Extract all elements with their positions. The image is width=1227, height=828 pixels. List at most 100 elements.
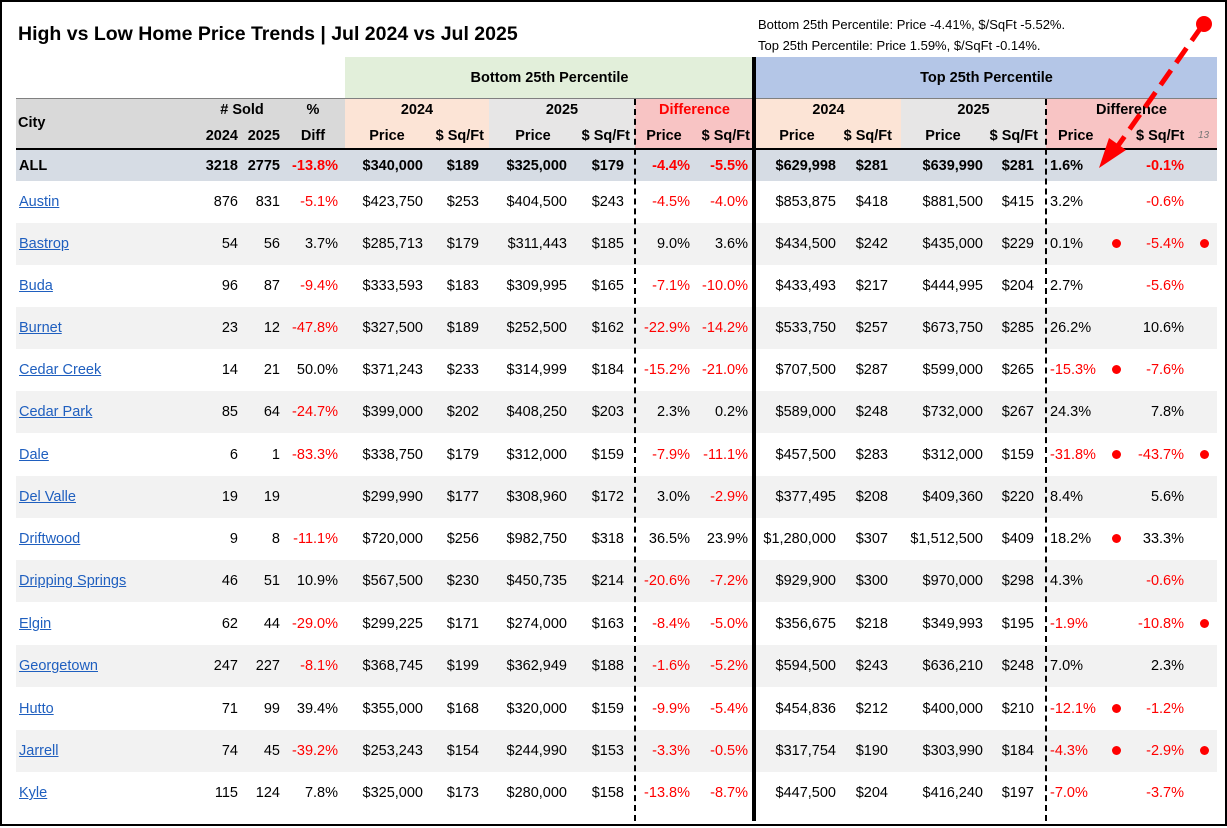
cell-bottom-diff-sqft: -5.5%: [710, 158, 748, 174]
city-link[interactable]: Driftwood: [19, 531, 81, 547]
cell-bottom-sqft-2024: $253: [446, 194, 479, 210]
cell-top-diff-price: 8.4%: [1050, 489, 1084, 505]
city-link[interactable]: Austin: [19, 194, 60, 210]
city-link[interactable]: Dale: [19, 447, 49, 463]
cell-bottom-diff-sqft: -2.9%: [710, 489, 748, 505]
table-row: [16, 476, 1217, 518]
cell-top-sqft-2025: $159: [1001, 447, 1034, 463]
cell-top-price-2025: $303,990: [922, 743, 983, 759]
cell-top-sqft-2024: $204: [855, 785, 888, 801]
cell-sold-2025: 2775: [247, 158, 280, 174]
city-link[interactable]: Cedar Park: [19, 404, 93, 420]
cell-sold-2025: 12: [263, 320, 280, 336]
cell-top-price-2024: $377,495: [775, 489, 836, 505]
dashed-arrow-line: [1112, 24, 1205, 152]
cell-bottom-diff-sqft: -0.5%: [710, 743, 748, 759]
cell-bottom-price-2024: $327,500: [362, 320, 423, 336]
cell-bottom-price-2024: $340,000: [362, 158, 423, 174]
cell-top-sqft-2025: $281: [1001, 158, 1034, 174]
cell-top-price-2025: $349,993: [922, 616, 983, 632]
city-link[interactable]: Jarrell: [19, 743, 59, 759]
cell-top-diff-price: 18.2%: [1050, 531, 1092, 547]
cell-top-price-2024: $454,836: [775, 701, 836, 717]
cell-sold-2024: 54: [221, 236, 238, 252]
city-link[interactable]: Buda: [19, 278, 53, 294]
header-sqft: $ Sq/Ft: [989, 128, 1038, 144]
header-bg-bottom-2025: [489, 99, 635, 149]
city-link[interactable]: Cedar Creek: [19, 362, 102, 378]
cell-bottom-sqft-2025: $214: [591, 573, 624, 589]
cell-top-price-2024: $533,750: [775, 320, 836, 336]
cell-bottom-diff-sqft: -14.2%: [702, 320, 748, 336]
city-link[interactable]: Georgetown: [19, 658, 98, 674]
cell-bottom-price-2024: $355,000: [362, 701, 423, 717]
header-pct: %: [306, 102, 320, 118]
cell-bottom-sqft-2024: $230: [446, 573, 479, 589]
cell-bottom-price-2025: $308,960: [506, 489, 567, 505]
cell-bottom-price-2025: $362,949: [506, 658, 567, 674]
city-link[interactable]: Kyle: [19, 785, 48, 801]
cell-sold-2024: 876: [213, 194, 238, 210]
cell-bottom-diff-sqft: 3.6%: [714, 236, 748, 252]
cell-sold-2025: 8: [271, 531, 280, 547]
city-link[interactable]: Elgin: [19, 616, 52, 632]
cell-sold-pct-diff: -83.3%: [292, 447, 338, 463]
cell-top-diff-sqft: -10.8%: [1138, 616, 1184, 632]
city-link[interactable]: Del Valle: [19, 489, 76, 505]
top-diff-divider: [1045, 99, 1047, 821]
cell-bottom-diff-price: 3.0%: [656, 489, 690, 505]
cell-top-sqft-2025: $204: [1001, 278, 1034, 294]
cell-top-price-2024: $434,500: [775, 236, 836, 252]
cell-bottom-diff-price: -8.4%: [652, 616, 690, 632]
cell-top-sqft-2024: $243: [855, 658, 888, 674]
cell-sold-2025: 21: [263, 362, 280, 378]
header-bottom-2025: 2025: [545, 102, 579, 118]
city-link[interactable]: Dripping Springs: [19, 573, 127, 589]
band-bottom-25th: Bottom 25th Percentile: [345, 57, 754, 98]
cell-top-price-2025: $409,360: [922, 489, 983, 505]
table-row: [16, 560, 1217, 602]
cell-bottom-sqft-2025: $188: [591, 658, 624, 674]
cell-top-price-2024: $853,875: [775, 194, 836, 210]
cell-top-diff-sqft: -7.6%: [1146, 362, 1184, 378]
cell-bottom-price-2024: $371,243: [362, 362, 423, 378]
cell-bottom-price-2025: $320,000: [506, 701, 567, 717]
bottom-diff-divider: [634, 99, 636, 821]
cell-sold-2025: 45: [263, 743, 280, 759]
cell-sold-2025: 1: [271, 447, 280, 463]
cell-bottom-diff-sqft: -21.0%: [702, 362, 748, 378]
cell-sold-pct-diff: -5.1%: [300, 194, 338, 210]
cell-sold-2024: 9: [229, 531, 238, 547]
cell-top-diff-price: -12.1%: [1050, 701, 1096, 717]
city-link[interactable]: Burnet: [19, 320, 62, 336]
cell-bottom-price-2025: $325,000: [506, 158, 567, 174]
band-top-25th: Top 25th Percentile: [756, 57, 1217, 98]
header-price: Price: [779, 128, 815, 144]
cell-bottom-sqft-2025: $172: [591, 489, 624, 505]
flag-dot-price: [1112, 450, 1121, 459]
cell-sold-2024: 3218: [205, 158, 238, 174]
header-top-2025: 2025: [957, 102, 990, 118]
cell-bottom-sqft-2024: $177: [446, 489, 479, 505]
city-link[interactable]: Hutto: [19, 701, 54, 717]
header-sqft: $ Sq/Ft: [435, 128, 484, 144]
cell-top-sqft-2024: $418: [855, 194, 888, 210]
cell-sold-2025: 87: [263, 278, 280, 294]
flag-dot-price: [1112, 746, 1121, 755]
city-link[interactable]: Bastrop: [19, 236, 69, 252]
cell-top-price-2025: $881,500: [922, 194, 983, 210]
cell-sold-2024: 19: [221, 489, 238, 505]
cell-sold-2024: 6: [229, 447, 238, 463]
note-top-percentile: Top 25th Percentile: Price 1.59%, $/SqFt…: [758, 38, 1041, 53]
cell-sold-2024: 115: [214, 785, 238, 801]
cell-top-diff-price: -4.3%: [1050, 743, 1088, 759]
cell-bottom-diff-price: 9.0%: [656, 236, 690, 252]
cell-top-sqft-2025: $248: [1001, 658, 1034, 674]
cell-bottom-sqft-2024: $183: [446, 278, 479, 294]
cell-top-price-2024: $594,500: [775, 658, 836, 674]
cell-bottom-price-2024: $720,000: [362, 531, 423, 547]
cell-bottom-sqft-2024: $256: [446, 531, 479, 547]
header-sqft: $ Sq/Ft: [843, 128, 892, 144]
flag-dot-sqft: [1200, 239, 1209, 248]
